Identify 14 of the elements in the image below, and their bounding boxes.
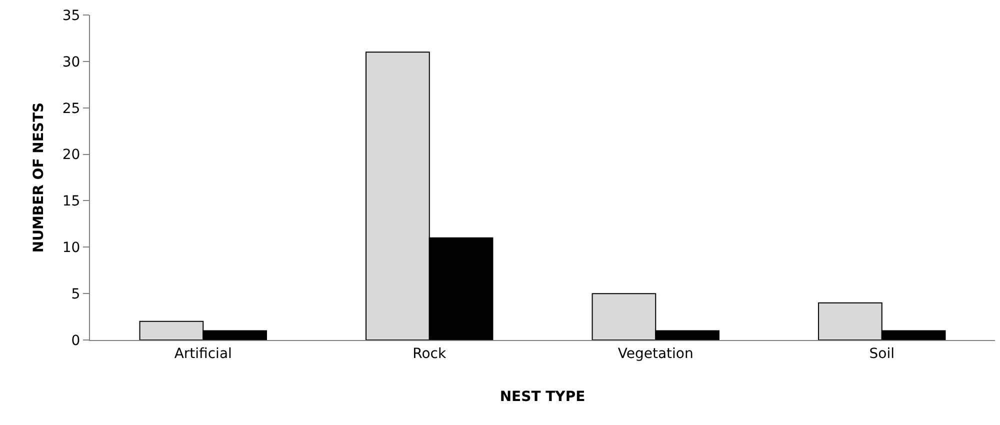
y-tick-label: 5 (71, 286, 80, 302)
y-tick-label: 10 (62, 240, 80, 256)
x-tick-label: Soil (869, 346, 894, 362)
y-axis-title: NUMBER OF NESTS (30, 102, 47, 253)
y-tick-label: 0 (71, 332, 80, 349)
y-tick-label: 20 (62, 147, 80, 164)
y-tick-label: 30 (62, 54, 80, 70)
x-axis-title: NEST TYPE (500, 389, 586, 406)
y-tick-label: 35 (62, 8, 80, 24)
x-tick-label: Artificial (174, 346, 232, 362)
x-tick-label: Vegetation (618, 346, 694, 362)
y-tick-label: 15 (62, 194, 80, 210)
y-tick-label: 25 (62, 100, 80, 117)
x-tick-label: Rock (412, 346, 448, 362)
